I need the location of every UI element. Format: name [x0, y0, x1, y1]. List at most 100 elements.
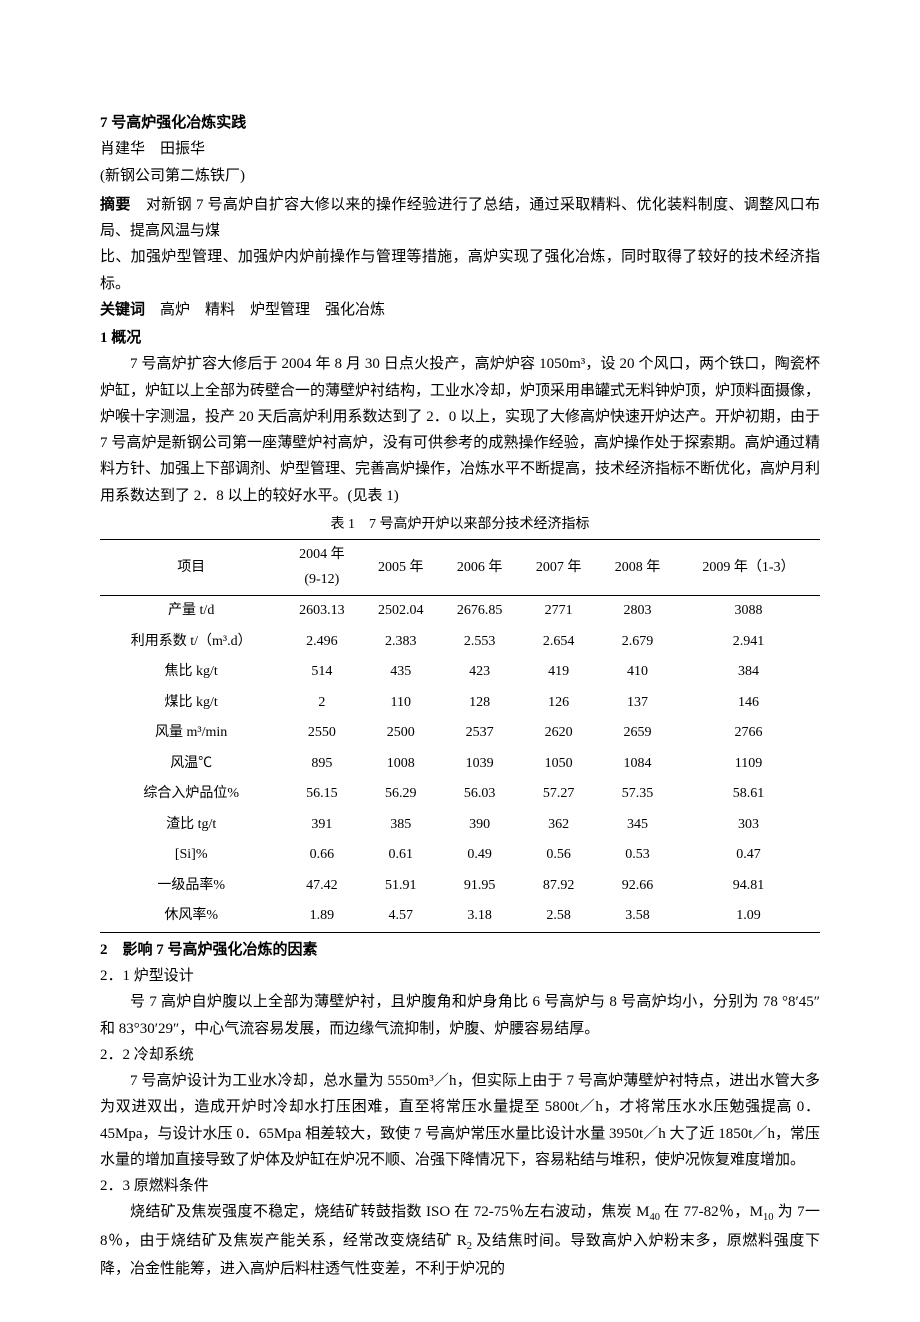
table-row: 焦比 kg/t514435423419410384 [100, 657, 820, 688]
table-cell: 2.496 [282, 627, 361, 658]
affiliation: (新钢公司第二炼铁厂) [100, 163, 820, 189]
authors: 肖建华 田振华 [100, 136, 820, 162]
table-row: 风温℃89510081039105010841109 [100, 749, 820, 780]
table-cell: 2.383 [361, 627, 440, 658]
table-row: [Si]%0.660.610.490.560.530.47 [100, 840, 820, 871]
doc-title: 7 号高炉强化冶炼实践 [100, 110, 820, 136]
table-cell: 146 [677, 688, 820, 719]
subscript-40: 40 [650, 1212, 661, 1223]
table-header-col: 2005 年 [361, 540, 440, 596]
table-cell: 895 [282, 749, 361, 780]
abstract-text-1: 对新钢 7 号高炉自扩容大修以来的操作经验进行了总结，通过采取精料、优化装料制度… [100, 197, 820, 239]
table-row: 一级品率%47.4251.9191.9587.9292.6694.81 [100, 871, 820, 902]
keywords: 关键词 高炉 精料 炉型管理 强化冶炼 [100, 297, 820, 323]
section-1-title: 1 概况 [100, 325, 820, 351]
table-row-label: [Si]% [100, 840, 282, 871]
section-2-1-para: 号 7 高炉自炉腹以上全部为薄壁炉衬，且炉腹角和炉身角比 6 号高炉与 8 号高… [100, 989, 820, 1042]
table-header-col: 2006 年 [440, 540, 519, 596]
table-cell: 91.95 [440, 871, 519, 902]
table-row-label: 一级品率% [100, 871, 282, 902]
table-cell: 1084 [598, 749, 677, 780]
table-cell: 1.89 [282, 901, 361, 932]
table-cell: 2500 [361, 718, 440, 749]
table-cell: 1050 [519, 749, 598, 780]
table-row: 煤比 kg/t2110128126137146 [100, 688, 820, 719]
sec2-3-text-b: 在 77-82％，M [660, 1204, 763, 1220]
table-cell: 3.18 [440, 901, 519, 932]
table-row-label: 焦比 kg/t [100, 657, 282, 688]
table-row-label: 休风率% [100, 901, 282, 932]
table-row-label: 综合入炉品位% [100, 779, 282, 810]
table-cell: 128 [440, 688, 519, 719]
table-cell: 385 [361, 810, 440, 841]
table-cell: 0.49 [440, 840, 519, 871]
table-cell: 92.66 [598, 871, 677, 902]
table-1: 项目 2004 年 (9-12) 2005 年 2006 年 2007 年 20… [100, 539, 820, 933]
table-cell: 2.679 [598, 627, 677, 658]
table-cell: 4.57 [361, 901, 440, 932]
table-cell: 345 [598, 810, 677, 841]
table-cell: 0.53 [598, 840, 677, 871]
table-row: 休风率%1.894.573.182.583.581.09 [100, 901, 820, 932]
table-cell: 2 [282, 688, 361, 719]
abstract-cont: 比、加强炉型管理、加强炉内炉前操作与管理等措施，高炉实现了强化冶炼，同时取得了较… [100, 244, 820, 297]
table-cell: 435 [361, 657, 440, 688]
table-row-label: 利用系数 t/（m³.d） [100, 627, 282, 658]
table-cell: 2803 [598, 596, 677, 627]
table-cell: 94.81 [677, 871, 820, 902]
section-2-3-title: 2．3 原燃料条件 [100, 1173, 820, 1199]
table-row: 产量 t/d2603.132502.042676.85277128033088 [100, 596, 820, 627]
table-cell: 423 [440, 657, 519, 688]
table-cell: 3.58 [598, 901, 677, 932]
table-header-row: 项目 2004 年 (9-12) 2005 年 2006 年 2007 年 20… [100, 540, 820, 596]
table-cell: 1.09 [677, 901, 820, 932]
table-cell: 2.58 [519, 901, 598, 932]
table-cell: 1109 [677, 749, 820, 780]
table-cell: 126 [519, 688, 598, 719]
table-cell: 303 [677, 810, 820, 841]
table-row-label: 产量 t/d [100, 596, 282, 627]
table-row: 风量 m³/min255025002537262026592766 [100, 718, 820, 749]
table-cell: 57.35 [598, 779, 677, 810]
table-cell: 410 [598, 657, 677, 688]
table-header-col: 2007 年 [519, 540, 598, 596]
table-header-col: 2008 年 [598, 540, 677, 596]
table-cell: 2.654 [519, 627, 598, 658]
section-2-2-para: 7 号高炉设计为工业水冷却，总水量为 5550m³／h，但实际上由于 7 号高炉… [100, 1068, 820, 1173]
table-cell: 1008 [361, 749, 440, 780]
section-2-1-title: 2．1 炉型设计 [100, 963, 820, 989]
table-cell: 514 [282, 657, 361, 688]
abstract: 摘要 对新钢 7 号高炉自扩容大修以来的操作经验进行了总结，通过采取精料、优化装… [100, 192, 820, 245]
table-cell: 0.56 [519, 840, 598, 871]
table-header-col: 2009 年（1-3） [677, 540, 820, 596]
table-row-label: 煤比 kg/t [100, 688, 282, 719]
table-cell: 1039 [440, 749, 519, 780]
table-cell: 2.941 [677, 627, 820, 658]
table-cell: 137 [598, 688, 677, 719]
table-cell: 87.92 [519, 871, 598, 902]
table-cell: 2766 [677, 718, 820, 749]
table-cell: 419 [519, 657, 598, 688]
subscript-10: 10 [763, 1212, 774, 1223]
section-2-2-title: 2．2 冷却系统 [100, 1042, 820, 1068]
section-2-title: 2 影响 7 号高炉强化冶炼的因素 [100, 937, 820, 963]
table-header-col: 2004 年 (9-12) [282, 540, 361, 596]
table-row: 渣比 tg/t391385390362345303 [100, 810, 820, 841]
table-cell: 390 [440, 810, 519, 841]
section-2-3-para: 烧结矿及焦炭强度不稳定，烧结矿转鼓指数 ISO 在 72-75％左右波动，焦炭 … [100, 1199, 820, 1282]
table-cell: 0.61 [361, 840, 440, 871]
abstract-label: 摘要 [100, 197, 131, 213]
table-cell: 391 [282, 810, 361, 841]
table-cell: 56.29 [361, 779, 440, 810]
table-row: 综合入炉品位%56.1556.2956.0357.2757.3558.61 [100, 779, 820, 810]
table-row-label: 渣比 tg/t [100, 810, 282, 841]
sec2-3-text-a: 烧结矿及焦炭强度不稳定，烧结矿转鼓指数 ISO 在 72-75％左右波动，焦炭 … [130, 1204, 650, 1220]
table-cell: 2502.04 [361, 596, 440, 627]
kw-text: 高炉 精料 炉型管理 强化冶炼 [145, 302, 385, 318]
table-cell: 2603.13 [282, 596, 361, 627]
table-row: 利用系数 t/（m³.d）2.4962.3832.5532.6542.6792.… [100, 627, 820, 658]
table-cell: 0.47 [677, 840, 820, 871]
table-cell: 0.66 [282, 840, 361, 871]
table-cell: 2537 [440, 718, 519, 749]
table-cell: 51.91 [361, 871, 440, 902]
